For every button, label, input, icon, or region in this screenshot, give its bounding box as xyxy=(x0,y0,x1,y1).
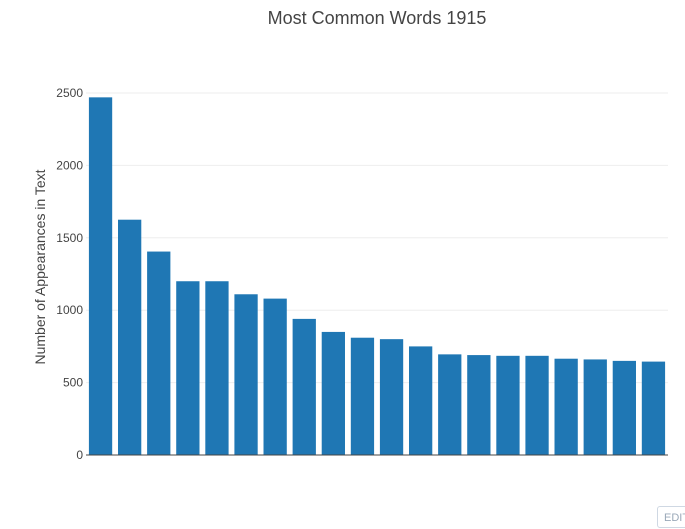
gridlines xyxy=(86,92,668,384)
y-axis-label: Number of Appearances in Text xyxy=(32,169,48,364)
bar-dear[interactable] xyxy=(263,298,287,455)
x-tick-label-conference: conference xyxy=(559,461,573,521)
x-tick-label-new: new xyxy=(297,461,311,483)
y-tick-label: 1500 xyxy=(56,231,83,245)
x-tick-label-chicago: chicago xyxy=(239,461,253,503)
x-tick-label-work: work xyxy=(617,460,631,487)
bar-work[interactable] xyxy=(612,360,636,455)
x-tick-label-war: war xyxy=(123,460,137,480)
x-tick-label-shall: shall xyxy=(443,461,457,486)
bar-great[interactable] xyxy=(496,355,520,455)
y-tick-label: 2500 xyxy=(56,86,83,100)
x-tick-labels: peace war women page mrs chicago dear new time me… xyxy=(94,460,661,521)
x-tick-label-world: world xyxy=(414,460,428,490)
x-tick-label-mrs: mrs xyxy=(210,461,224,481)
bar-conference[interactable] xyxy=(554,358,578,455)
x-tick-label-peace: peace xyxy=(94,461,108,494)
y-tick-label: 500 xyxy=(63,376,83,390)
x-tick-label-time: time xyxy=(326,461,340,484)
x-tick-label-dear: dear xyxy=(268,461,282,485)
y-tick-labels: 0 500 1000 1500 2000 2500 xyxy=(56,86,83,462)
bar-know[interactable] xyxy=(525,355,549,455)
x-tick-label-women: women xyxy=(152,460,166,500)
x-tick-label-party: party xyxy=(646,461,660,488)
edit-chart-link[interactable]: EDIT xyxy=(657,506,685,528)
bar-shall[interactable] xyxy=(438,354,462,455)
bar-chicago[interactable] xyxy=(234,294,258,455)
bar-new[interactable] xyxy=(292,318,316,455)
bar-page[interactable] xyxy=(176,281,200,455)
bars xyxy=(88,97,666,456)
x-tick-label-meeting: meeting xyxy=(472,461,486,504)
bar-peace[interactable] xyxy=(88,97,113,456)
bar-time[interactable] xyxy=(321,331,345,455)
x-tick-label-page: page xyxy=(181,461,195,488)
x-tick-label-know: know xyxy=(530,461,544,489)
bar-meeting[interactable] xyxy=(467,355,491,455)
x-tick-label-great: great xyxy=(501,461,515,489)
bar-men[interactable] xyxy=(350,337,375,455)
x-tick-label-men: men xyxy=(355,461,369,484)
bar-party[interactable] xyxy=(641,361,666,455)
bar-mrs[interactable] xyxy=(205,281,229,455)
bar-world[interactable] xyxy=(409,346,433,455)
bar-people[interactable] xyxy=(583,359,607,455)
y-tick-label: 2000 xyxy=(56,158,83,172)
bar-women[interactable] xyxy=(147,251,171,455)
y-tick-label: 1000 xyxy=(56,303,83,317)
bar-war[interactable] xyxy=(118,219,142,455)
y-tick-label: 0 xyxy=(76,448,83,462)
x-tick-label-international: international xyxy=(385,461,399,521)
x-tick-label-people: people xyxy=(588,461,602,497)
bar-international[interactable] xyxy=(379,339,404,455)
chart-title: Most Common Words 1915 xyxy=(268,8,487,28)
